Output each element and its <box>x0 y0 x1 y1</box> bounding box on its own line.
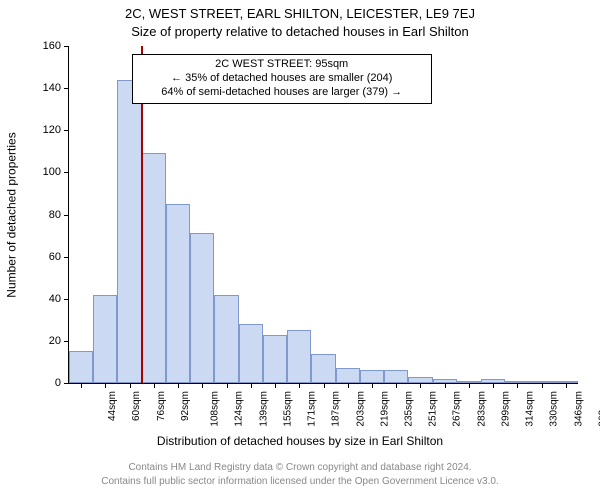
x-tick-label: 139sqm <box>258 391 269 427</box>
x-tick-label: 124sqm <box>234 391 245 427</box>
x-tick <box>202 383 203 388</box>
chart-page: 2C, WEST STREET, EARL SHILTON, LEICESTER… <box>0 0 600 500</box>
histogram-bar <box>360 370 384 383</box>
x-tick-label: 235sqm <box>404 391 415 427</box>
x-tick-label: 314sqm <box>525 391 536 427</box>
histogram-bar <box>239 324 263 383</box>
annotation-line3: 64% of semi-detached houses are larger (… <box>139 86 425 100</box>
x-tick <box>445 383 446 388</box>
x-tick <box>517 383 518 388</box>
histogram-bar <box>214 295 238 383</box>
x-tick-label: 76sqm <box>156 391 167 421</box>
y-tick <box>64 257 69 258</box>
y-tick <box>64 299 69 300</box>
annotation-line1: 2C WEST STREET: 95sqm <box>139 58 425 72</box>
x-tick <box>372 383 373 388</box>
x-tick-label: 92sqm <box>180 391 191 421</box>
x-tick <box>154 383 155 388</box>
x-tick-label: 330sqm <box>549 391 560 427</box>
x-tick <box>178 383 179 388</box>
y-tick-label: 60 <box>31 251 61 263</box>
x-tick-label: 171sqm <box>307 391 318 427</box>
histogram-bar <box>190 233 214 383</box>
x-tick-label: 203sqm <box>355 391 366 427</box>
y-tick-label: 120 <box>31 124 61 136</box>
y-tick-label: 40 <box>31 293 61 305</box>
y-axis-title: Number of detached properties <box>4 46 20 384</box>
histogram-bar <box>69 351 93 383</box>
y-tick-label: 100 <box>31 166 61 178</box>
page-title-address: 2C, WEST STREET, EARL SHILTON, LEICESTER… <box>0 6 600 21</box>
histogram-bar <box>263 335 287 383</box>
annotation-line2: ← 35% of detached houses are smaller (20… <box>139 72 425 86</box>
x-tick <box>299 383 300 388</box>
x-tick <box>251 383 252 388</box>
histogram-plot: 2C WEST STREET: 95sqm ← 35% of detached … <box>68 46 578 384</box>
x-tick <box>348 383 349 388</box>
annotation-box: 2C WEST STREET: 95sqm ← 35% of detached … <box>132 54 432 104</box>
x-tick-label: 267sqm <box>452 391 463 427</box>
histogram-bar <box>142 153 166 383</box>
y-tick-label: 160 <box>31 40 61 52</box>
x-tick-label: 155sqm <box>282 391 293 427</box>
x-tick <box>81 383 82 388</box>
x-tick-label: 108sqm <box>210 391 221 427</box>
histogram-bar <box>117 80 141 383</box>
y-axis-title-text: Number of detached properties <box>5 132 19 297</box>
x-tick <box>275 383 276 388</box>
x-tick <box>105 383 106 388</box>
histogram-bar <box>384 370 408 383</box>
footer-line1: Contains HM Land Registry data © Crown c… <box>0 462 600 473</box>
x-tick <box>566 383 567 388</box>
x-tick <box>493 383 494 388</box>
x-tick <box>396 383 397 388</box>
x-tick <box>542 383 543 388</box>
x-tick-label: 283sqm <box>476 391 487 427</box>
x-tick-label: 346sqm <box>573 391 584 427</box>
y-tick-label: 20 <box>31 335 61 347</box>
histogram-bar <box>93 295 117 383</box>
y-tick <box>64 88 69 89</box>
y-tick <box>64 46 69 47</box>
histogram-bar <box>336 368 360 383</box>
y-tick <box>64 130 69 131</box>
footer-line2: Contains full public sector information … <box>0 476 600 487</box>
histogram-bar <box>311 354 335 383</box>
y-tick <box>64 172 69 173</box>
page-title-subtitle: Size of property relative to detached ho… <box>0 24 600 39</box>
x-tick <box>324 383 325 388</box>
x-tick <box>227 383 228 388</box>
x-tick <box>420 383 421 388</box>
y-tick <box>64 215 69 216</box>
x-tick <box>130 383 131 388</box>
x-tick-label: 44sqm <box>107 391 118 421</box>
histogram-bar <box>287 330 311 383</box>
histogram-bar <box>166 204 190 383</box>
y-tick <box>64 383 69 384</box>
x-tick-label: 60sqm <box>131 391 142 421</box>
y-tick-label: 0 <box>31 377 61 389</box>
x-tick-label: 219sqm <box>379 391 390 427</box>
x-axis-title: Distribution of detached houses by size … <box>0 434 600 448</box>
x-tick-label: 187sqm <box>331 391 342 427</box>
y-tick-label: 140 <box>31 82 61 94</box>
x-tick-label: 251sqm <box>428 391 439 427</box>
x-tick <box>469 383 470 388</box>
y-tick-label: 80 <box>31 209 61 221</box>
y-tick <box>64 341 69 342</box>
x-tick-label: 299sqm <box>501 391 512 427</box>
